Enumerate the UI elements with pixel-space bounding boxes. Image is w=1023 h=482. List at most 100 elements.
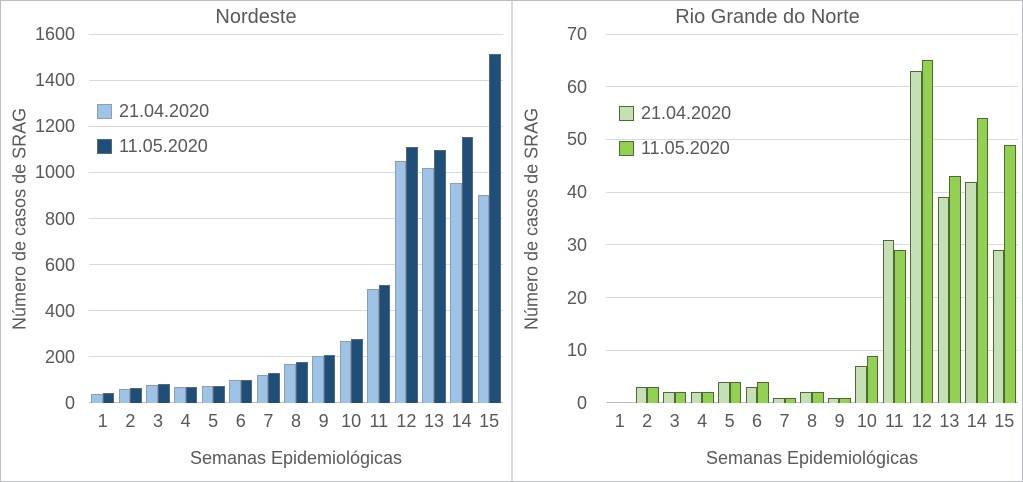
bar-week-7-11.05.2020 (784, 397, 797, 403)
legend-swatch-series1 (619, 106, 634, 121)
bar-week-5-11.05.2020 (213, 385, 225, 403)
bar-week-3-21.04.2020 (663, 392, 675, 403)
legend-item: 11.05.2020 (619, 138, 731, 159)
x-tick-label: 5 (208, 411, 219, 431)
bar-week-14-11.05.2020 (461, 137, 474, 403)
bar-week-13-21.04.2020 (937, 197, 950, 403)
legend-item: 11.05.2020 (97, 136, 209, 157)
y-tick-label: 10 (566, 340, 587, 361)
x-tick-label: 1 (97, 411, 108, 431)
y-tick-label: 0 (576, 393, 587, 413)
y-tick-label: 1000 (34, 162, 75, 183)
bar-week-6-11.05.2020 (240, 379, 253, 403)
bar-week-4-21.04.2020 (690, 392, 703, 403)
y-tick-label: 1400 (34, 70, 75, 91)
bar-week-6-21.04.2020 (229, 380, 241, 403)
bar-week-6-21.04.2020 (745, 387, 758, 403)
bar-week-4-11.05.2020 (702, 392, 714, 403)
chart-title: Rio Grande do Norte (675, 6, 860, 28)
bar-week-11-11.05.2020 (378, 284, 391, 403)
bar-week-8-11.05.2020 (812, 392, 824, 403)
bar-week-2-11.05.2020 (130, 388, 142, 403)
x-tick-label: 6 (752, 411, 763, 431)
gridline (89, 125, 503, 127)
bar-week-12-21.04.2020 (394, 160, 407, 403)
bar-week-13-11.05.2020 (434, 149, 446, 403)
legend-label: 21.04.2020 (641, 103, 732, 123)
x-tick-label: 14 (451, 411, 472, 431)
bar-week-7-11.05.2020 (268, 373, 280, 403)
x-axis-title: Semanas Epidemiológicas (705, 448, 919, 468)
bar-week-10-21.04.2020 (339, 341, 352, 403)
chart-panel-rio-grande-do-norte: Rio Grande do Norte Número de casos de S… (513, 1, 1022, 481)
y-tick-label: 1600 (34, 24, 75, 44)
bar-week-3-11.05.2020 (158, 383, 170, 403)
plot-area (89, 33, 503, 403)
gridline (89, 33, 503, 35)
bar-week-12-11.05.2020 (921, 60, 934, 403)
chart-panel-nordeste: Nordeste Número de casos de SRAG Semanas… (1, 1, 511, 481)
y-tick-label: 1200 (34, 116, 75, 137)
gridline (606, 349, 1018, 351)
y-tick-label: 800 (44, 208, 75, 229)
x-tick-label: 12 (396, 411, 417, 431)
legend-label: 11.05.2020 (641, 138, 730, 158)
x-tick-label: 3 (152, 411, 163, 431)
bar-week-4-11.05.2020 (185, 386, 198, 403)
legend-item: 21.04.2020 (97, 101, 209, 122)
legend: 21.04.2020 11.05.2020 (619, 103, 731, 173)
x-tick-label: 10 (341, 411, 362, 431)
x-tick-label: 2 (125, 411, 136, 431)
x-tick-label: 3 (669, 411, 680, 431)
x-tick-label: 9 (318, 411, 329, 431)
y-tick-label: 60 (566, 76, 587, 97)
x-tick-label: 1 (614, 411, 625, 431)
gridline (89, 356, 503, 358)
y-tick-label: 20 (566, 287, 587, 308)
panel-divider (511, 1, 513, 481)
gridline (606, 191, 1018, 193)
legend-label: 11.05.2020 (119, 136, 208, 156)
x-tick-label: 14 (966, 411, 987, 431)
gridline (89, 218, 503, 219)
x-tick-label: 7 (263, 411, 274, 431)
gridline (89, 79, 503, 81)
bar-week-9-21.04.2020 (312, 356, 324, 403)
gridline (606, 244, 1018, 246)
bar-week-1-11.05.2020 (102, 392, 115, 403)
y-tick-label: 40 (566, 182, 587, 203)
gridline (89, 171, 503, 173)
gridline (89, 264, 503, 266)
x-tick-label: 13 (939, 411, 960, 431)
bar-week-15-21.04.2020 (992, 250, 1005, 403)
bar-week-9-11.05.2020 (839, 397, 851, 403)
legend: 21.04.2020 11.05.2020 (97, 101, 209, 171)
bar-week-1-21.04.2020 (91, 393, 103, 403)
bar-week-5-21.04.2020 (718, 381, 730, 403)
x-tick-label: 10 (856, 411, 877, 431)
bar-week-12-21.04.2020 (910, 70, 922, 403)
bar-week-13-11.05.2020 (949, 176, 961, 403)
bar-week-11-21.04.2020 (882, 239, 895, 403)
bar-week-6-11.05.2020 (757, 381, 769, 403)
bar-week-13-21.04.2020 (422, 168, 434, 403)
bar-week-15-11.05.2020 (1004, 144, 1016, 403)
y-tick-label: 200 (44, 346, 75, 367)
gridline (606, 138, 1018, 140)
bar-week-2-21.04.2020 (635, 387, 648, 403)
legend-label: 21.04.2020 (119, 101, 210, 121)
y-tick-label: 50 (566, 129, 587, 150)
y-tick-label: 70 (566, 24, 587, 44)
bar-week-3-21.04.2020 (146, 384, 158, 403)
x-tick-label: 8 (290, 411, 301, 431)
x-tick-label: 9 (834, 411, 845, 431)
bar-week-14-11.05.2020 (976, 118, 989, 403)
bar-week-14-21.04.2020 (450, 182, 462, 403)
x-tick-label: 4 (697, 411, 708, 431)
x-tick-label: 15 (994, 411, 1015, 431)
bar-week-5-11.05.2020 (729, 381, 742, 403)
bar-week-10-11.05.2020 (866, 355, 879, 403)
x-tick-label: 8 (806, 411, 817, 431)
bar-week-8-11.05.2020 (296, 361, 308, 403)
legend-swatch-series1 (97, 104, 112, 119)
